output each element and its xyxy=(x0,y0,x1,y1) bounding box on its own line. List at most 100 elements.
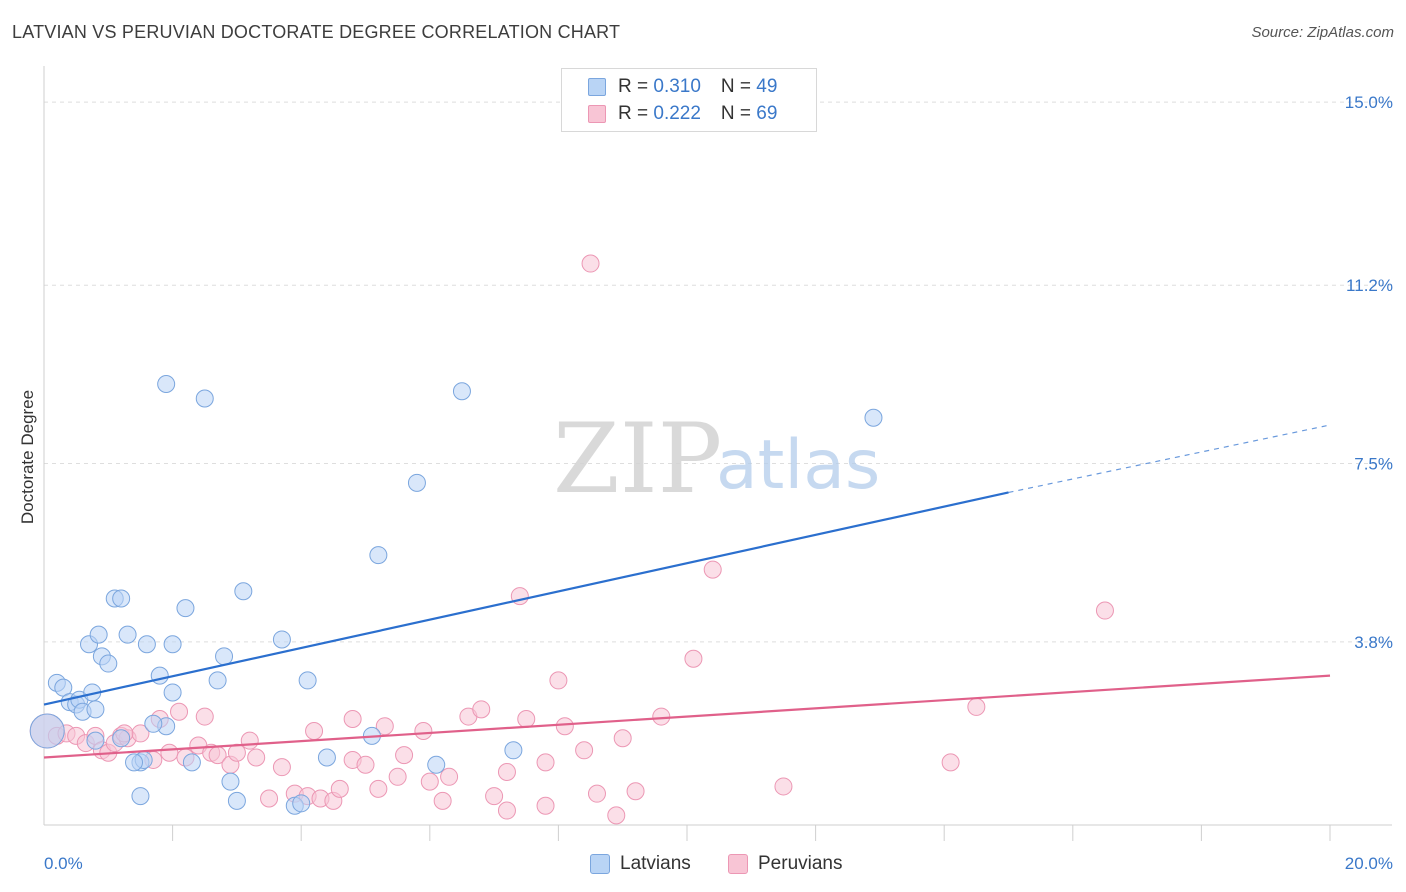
latvian-point xyxy=(144,714,163,733)
tick-labels: 3.8% 7.5% 11.2% 15.0% 0.0% 20.0% xyxy=(44,93,1393,873)
peruvian-point xyxy=(195,707,214,726)
watermark: ZIP atlas xyxy=(553,403,880,515)
peruvian-point xyxy=(575,741,594,760)
peruvian-point xyxy=(517,709,536,728)
latvian-trend-extension xyxy=(1008,424,1331,494)
peruvian-point xyxy=(369,779,388,798)
latvian-point xyxy=(29,713,65,749)
peruvian-point xyxy=(395,746,414,765)
peruvian-point xyxy=(227,743,246,762)
latvian-point xyxy=(221,772,240,791)
peruvian-point xyxy=(536,796,555,815)
peruvians-legend-swatch xyxy=(728,854,748,874)
legend-row-latvians: R = 0.310 N = 49 xyxy=(588,75,777,99)
peruvian-point xyxy=(607,806,626,825)
latvian-point xyxy=(163,635,182,654)
latvian-point xyxy=(208,671,227,690)
peruvian-point xyxy=(684,649,703,668)
peruvian-n-label: N = xyxy=(720,103,757,124)
latvian-point xyxy=(89,625,108,644)
correlation-legend: R = 0.310 N = 49 R = 0.222 N = 69 xyxy=(561,68,817,132)
latvian-point xyxy=(864,408,883,427)
latvian-point xyxy=(504,741,523,760)
watermark-atlas: atlas xyxy=(716,426,880,505)
peruvian-point xyxy=(433,791,452,810)
source-note: Source: ZipAtlas.com xyxy=(1251,24,1394,41)
y-axis-label: Doctorate Degree xyxy=(18,390,37,524)
latvian-point xyxy=(369,546,388,565)
latvian-point xyxy=(272,630,291,649)
axes xyxy=(43,66,1392,841)
peruvian-r-label: R = xyxy=(618,103,654,124)
gridlines xyxy=(44,101,1392,643)
peruvian-point xyxy=(260,789,279,808)
bottom-legend-latvians: Latvians xyxy=(590,851,691,877)
peruvian-point xyxy=(967,697,986,716)
peruvian-point xyxy=(703,560,722,579)
latvian-point xyxy=(317,748,336,767)
latvian-trend-line xyxy=(43,491,1009,706)
chart-title: LATVIAN VS PERUVIAN DOCTORATE DEGREE COR… xyxy=(12,22,621,42)
latvian-point xyxy=(137,635,156,654)
y-tick-label: 15.0% xyxy=(1345,93,1393,112)
peruvian-point xyxy=(497,801,516,820)
y-tick-label: 3.8% xyxy=(1354,633,1393,652)
latvian-point xyxy=(176,599,195,618)
x-tick-label: 0.0% xyxy=(44,854,83,873)
peruvian-point xyxy=(356,755,375,774)
peruvian-point xyxy=(420,772,439,791)
peruvian-point xyxy=(170,702,189,721)
peruvian-point xyxy=(613,729,632,748)
latvian-point xyxy=(125,753,144,772)
peruvian-point xyxy=(440,767,459,786)
latvian-swatch xyxy=(588,78,606,96)
peruvian-point xyxy=(343,709,362,728)
peruvian-trend-line xyxy=(43,674,1331,759)
peruvian-point xyxy=(774,777,793,796)
latvian-point xyxy=(157,375,176,394)
peruvian-point xyxy=(247,748,266,767)
latvian-point xyxy=(86,700,105,719)
latvian-point xyxy=(195,389,214,408)
latvian-point xyxy=(227,791,246,810)
latvian-point xyxy=(150,666,169,685)
peruvian-point xyxy=(536,753,555,772)
bottom-legend-peruvians: Peruvians xyxy=(728,851,843,877)
latvians-legend-label: Latvians xyxy=(620,853,691,874)
peruvian-point xyxy=(388,767,407,786)
peruvian-point xyxy=(240,731,259,750)
latvian-n-label: N = xyxy=(720,76,757,97)
y-tick-label: 11.2% xyxy=(1346,276,1393,295)
latvian-point xyxy=(292,794,311,813)
latvian-n-value: 49 xyxy=(756,76,778,97)
peruvian-point xyxy=(941,753,960,772)
peruvian-points xyxy=(29,254,1114,825)
peruvian-point xyxy=(414,722,433,741)
latvian-point xyxy=(407,473,426,492)
peruvian-point xyxy=(375,717,394,736)
latvian-point xyxy=(452,382,471,401)
latvians-legend-swatch xyxy=(590,854,610,874)
trend-lines xyxy=(43,424,1331,759)
latvian-point xyxy=(163,683,182,702)
latvian-point xyxy=(234,582,253,601)
latvian-point xyxy=(298,671,317,690)
latvian-point xyxy=(99,654,118,673)
peruvian-r-value: 0.222 xyxy=(653,103,701,124)
latvian-r-label: R = xyxy=(618,76,654,97)
peruvian-point xyxy=(626,782,645,801)
peruvian-point xyxy=(652,707,671,726)
latvian-point xyxy=(182,753,201,772)
peruvian-point xyxy=(581,254,600,273)
latvian-point xyxy=(86,731,105,750)
peruvian-point xyxy=(305,722,324,741)
latvian-r-value: 0.310 xyxy=(653,76,701,97)
peruvian-point xyxy=(472,700,491,719)
y-tick-label: 7.5% xyxy=(1354,455,1393,474)
peruvian-point xyxy=(497,762,516,781)
legend-row-peruvians: R = 0.222 N = 69 xyxy=(588,102,777,126)
latvian-point xyxy=(215,647,234,666)
peruvian-n-value: 69 xyxy=(756,103,778,124)
peruvians-legend-label: Peruvians xyxy=(758,853,843,874)
